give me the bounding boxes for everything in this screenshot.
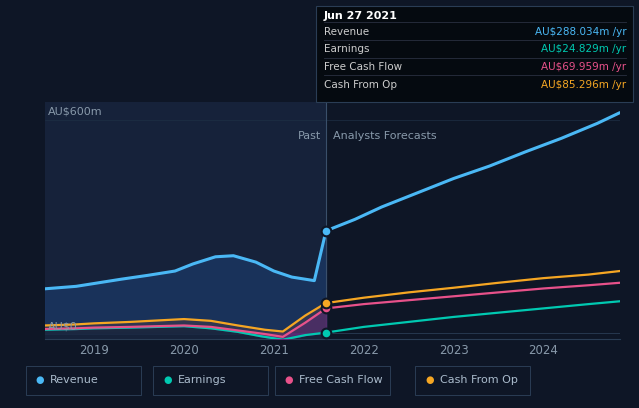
Text: Free Cash Flow: Free Cash Flow: [299, 375, 383, 385]
Text: ●: ●: [284, 375, 293, 385]
Bar: [326, 102, 620, 339]
Text: AU$85.296m /yr: AU$85.296m /yr: [541, 80, 626, 91]
Text: Past: Past: [298, 131, 321, 141]
Text: AU$69.959m /yr: AU$69.959m /yr: [541, 62, 626, 73]
Text: AU$0: AU$0: [47, 322, 77, 332]
Bar: [45, 102, 326, 339]
Text: Earnings: Earnings: [178, 375, 226, 385]
Text: Jun 27 2021: Jun 27 2021: [324, 11, 398, 21]
Text: Analysts Forecasts: Analysts Forecasts: [333, 131, 437, 141]
Text: AU$600m: AU$600m: [47, 106, 102, 116]
Text: AU$24.829m /yr: AU$24.829m /yr: [541, 44, 626, 55]
Text: ●: ●: [35, 375, 44, 385]
Text: ●: ●: [163, 375, 172, 385]
Text: AU$288.034m /yr: AU$288.034m /yr: [535, 27, 626, 37]
Text: Free Cash Flow: Free Cash Flow: [324, 62, 402, 73]
Text: ●: ●: [425, 375, 434, 385]
Text: Revenue: Revenue: [324, 27, 369, 37]
Text: Cash From Op: Cash From Op: [440, 375, 518, 385]
Text: Revenue: Revenue: [50, 375, 98, 385]
Text: Earnings: Earnings: [324, 44, 369, 55]
Text: Cash From Op: Cash From Op: [324, 80, 397, 91]
